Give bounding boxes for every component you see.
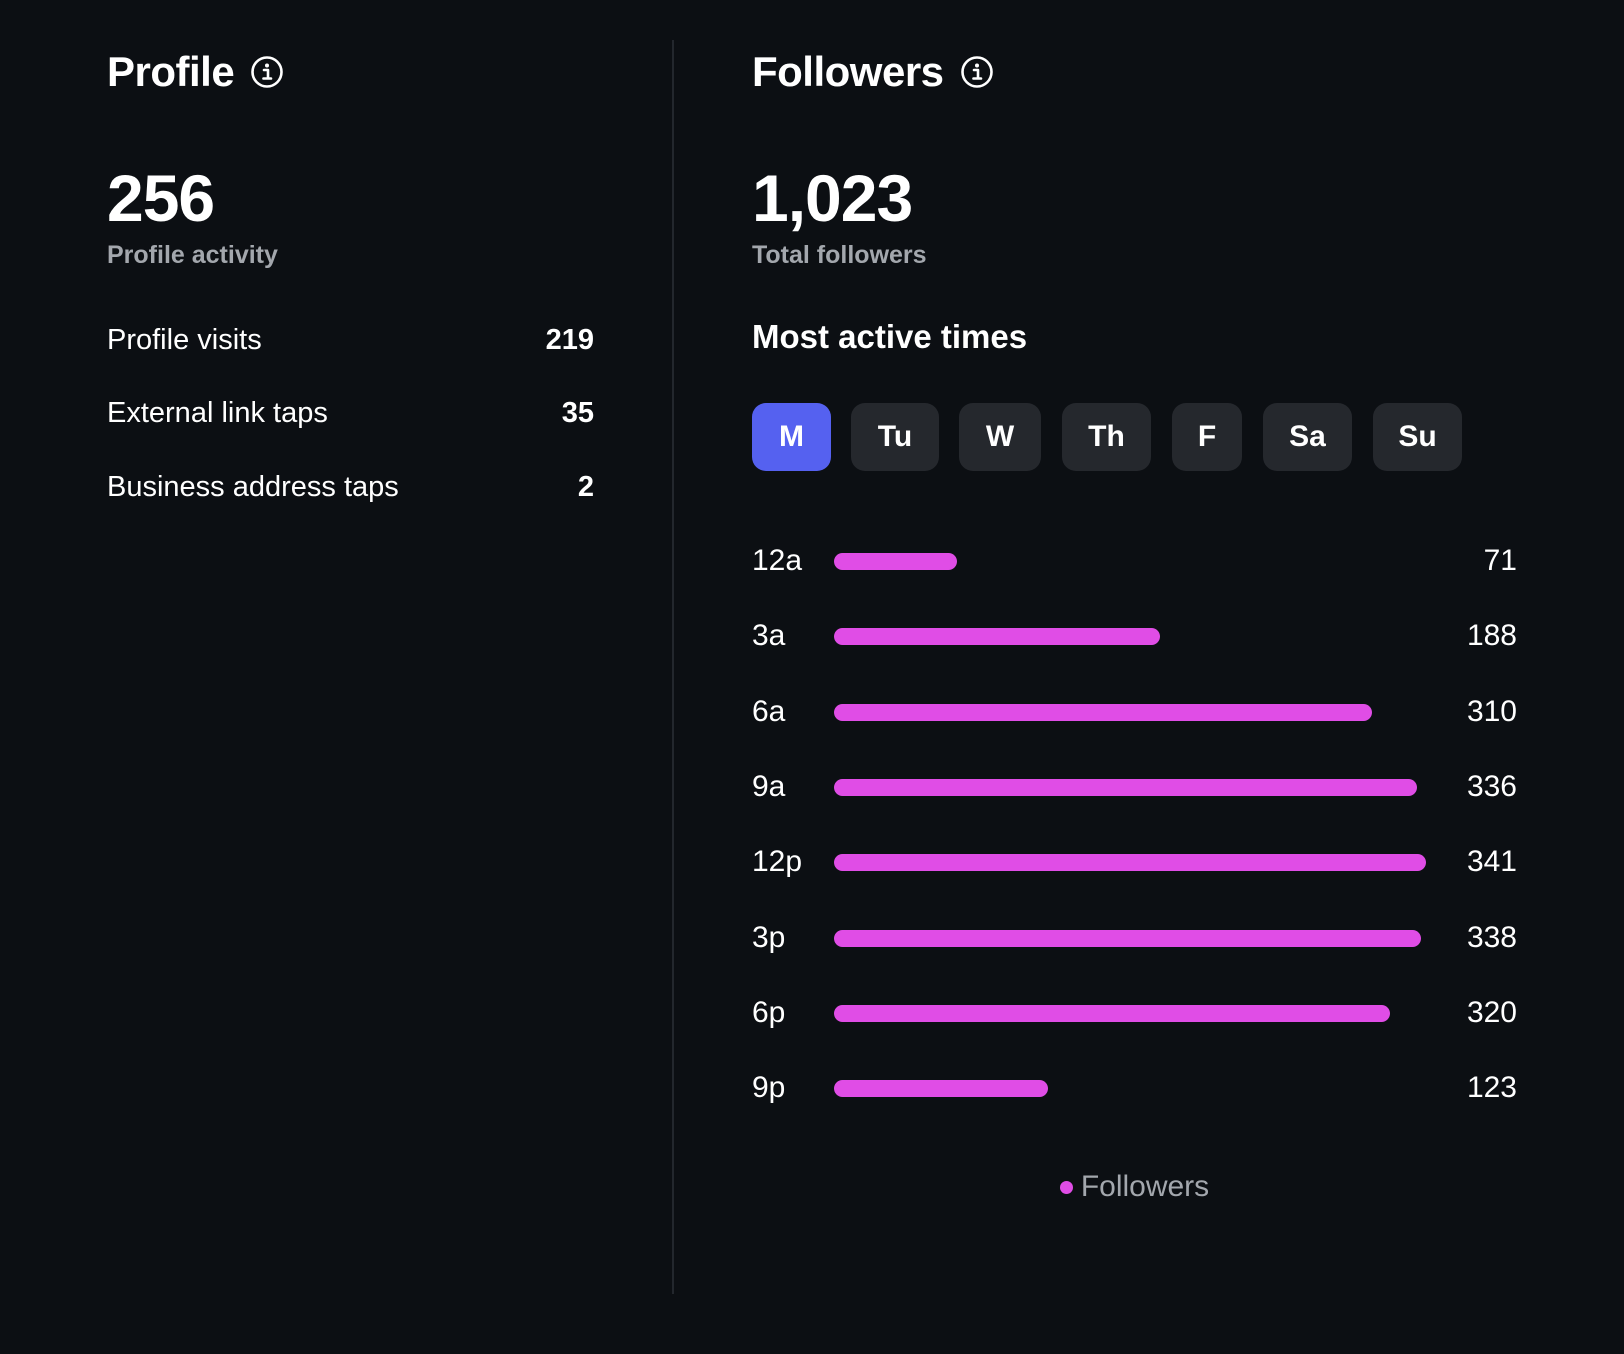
profile-header: Profile [107, 48, 284, 96]
chart-legend: Followers [752, 1170, 1517, 1204]
followers-bar [834, 553, 957, 570]
followers-header: Followers [752, 48, 994, 96]
followers-title: Followers [752, 48, 944, 95]
chart-row: 12a 71 [752, 541, 1517, 581]
chart-row: 3a 188 [752, 616, 1517, 656]
bar-track [834, 1080, 1434, 1097]
bar-value: 341 [1466, 845, 1517, 878]
hour-label: 12p [752, 845, 803, 878]
hour-label: 9a [752, 770, 786, 803]
followers-bar [834, 854, 1426, 871]
followers-bar [834, 930, 1421, 947]
tab-wednesday[interactable]: W [959, 403, 1041, 471]
bar-track [834, 1005, 1434, 1022]
followers-bar [834, 1080, 1048, 1097]
chart-row: 9a 336 [752, 767, 1517, 807]
panel-divider [672, 40, 674, 1294]
hour-label: 3a [752, 619, 786, 652]
total-followers-count: 1,023 [752, 161, 913, 235]
stat-label: Business address taps [107, 471, 399, 503]
bar-value: 310 [1466, 695, 1517, 728]
profile-activity-label: Profile activity [107, 241, 278, 269]
most-active-times-heading: Most active times [752, 318, 1028, 355]
chart-row: 3p 338 [752, 918, 1517, 958]
hour-label: 3p [752, 921, 786, 954]
tab-saturday[interactable]: Sa [1263, 403, 1352, 471]
bar-value: 338 [1466, 921, 1517, 954]
stat-value: 219 [545, 324, 594, 356]
followers-bar [834, 628, 1160, 645]
total-followers-label: Total followers [752, 241, 927, 269]
bar-value: 188 [1466, 619, 1517, 652]
bar-track [834, 779, 1434, 796]
chart-row: 9p 123 [752, 1068, 1517, 1108]
followers-bar [834, 1005, 1390, 1022]
tab-sunday[interactable]: Su [1373, 403, 1462, 471]
hour-label: 6p [752, 996, 786, 1029]
bar-track [834, 930, 1434, 947]
legend-marker [1059, 1180, 1073, 1194]
bar-value: 71 [1483, 544, 1517, 577]
profile-title: Profile [107, 48, 235, 95]
bar-value: 123 [1466, 1071, 1517, 1104]
stat-row-business-address-taps: Business address taps 2 [107, 471, 594, 504]
tab-tuesday[interactable]: Tu [851, 403, 939, 471]
bar-track [834, 704, 1434, 721]
hour-label: 6a [752, 695, 786, 728]
bar-track [834, 628, 1434, 645]
bar-track [834, 854, 1434, 871]
hour-label: 12a [752, 544, 803, 577]
tab-friday[interactable]: F [1172, 403, 1242, 471]
stat-row-external-link-taps: External link taps 35 [107, 397, 594, 430]
info-icon[interactable] [250, 55, 284, 89]
followers-bar [834, 779, 1417, 796]
bar-value: 336 [1466, 770, 1517, 803]
chart-row: 6a 310 [752, 692, 1517, 732]
legend-label: Followers [1080, 1170, 1210, 1203]
chart-row: 12p 341 [752, 842, 1517, 882]
stat-row-profile-visits: Profile visits 219 [107, 324, 594, 357]
hour-label: 9p [752, 1071, 786, 1104]
tab-monday[interactable]: M [752, 403, 831, 471]
tab-thursday[interactable]: Th [1062, 403, 1151, 471]
stat-value: 2 [577, 471, 594, 503]
stat-value: 35 [561, 397, 594, 429]
bar-track [834, 553, 1434, 570]
stat-label: External link taps [107, 397, 328, 429]
chart-row: 6p 320 [752, 993, 1517, 1033]
stat-label: Profile visits [107, 324, 262, 356]
bar-value: 320 [1466, 996, 1517, 1029]
followers-bar [834, 704, 1372, 721]
info-icon[interactable] [960, 55, 994, 89]
profile-activity-count: 256 [107, 161, 215, 235]
